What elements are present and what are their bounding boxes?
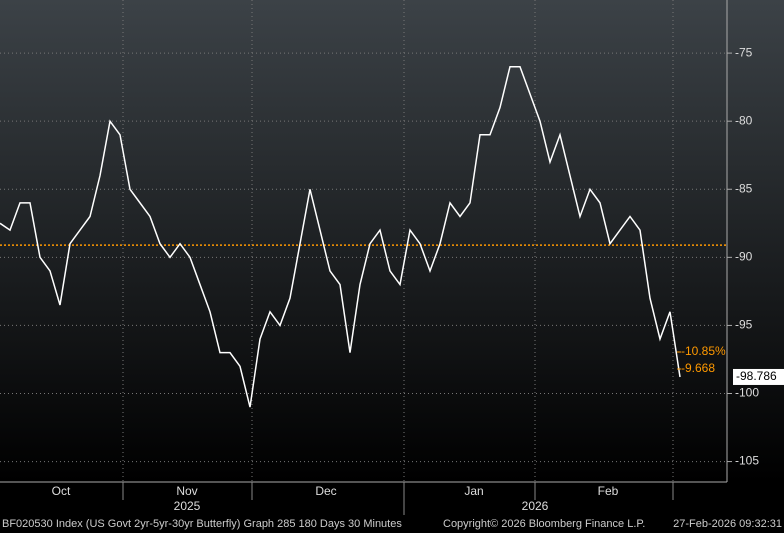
y-tick-label: -105	[735, 454, 759, 468]
x-tick-label: Feb	[598, 484, 619, 498]
footer-middle: Copyright© 2026 Bloomberg Finance L.P.	[443, 518, 645, 530]
footer-left: BF020530 Index (US Govt 2yr-5yr-30yr But…	[2, 518, 402, 530]
y-tick-label: -85	[735, 181, 753, 195]
y-tick-label: -95	[735, 318, 753, 332]
series-line	[0, 65, 681, 408]
x-tick-label: Dec	[315, 484, 336, 498]
x-tick-label: Nov	[176, 484, 197, 498]
y-tick-label: -100	[735, 386, 759, 400]
annotation: -9.668	[681, 361, 715, 375]
year-label: 2025	[174, 499, 201, 513]
footer-right: 27-Feb-2026 09:32:31	[673, 518, 782, 530]
x-tick-label: Jan	[464, 484, 483, 498]
y-tick-label: -80	[735, 113, 753, 127]
plot-background	[0, 0, 784, 482]
last-value-box	[733, 368, 784, 385]
x-tick-label: Oct	[52, 484, 71, 498]
y-tick-label: -90	[735, 250, 753, 264]
year-label: 2026	[522, 499, 549, 513]
y-tick-label: -75	[735, 45, 753, 59]
annotation: -10.85%	[681, 344, 726, 358]
last-value-label: -98.786	[736, 369, 777, 383]
